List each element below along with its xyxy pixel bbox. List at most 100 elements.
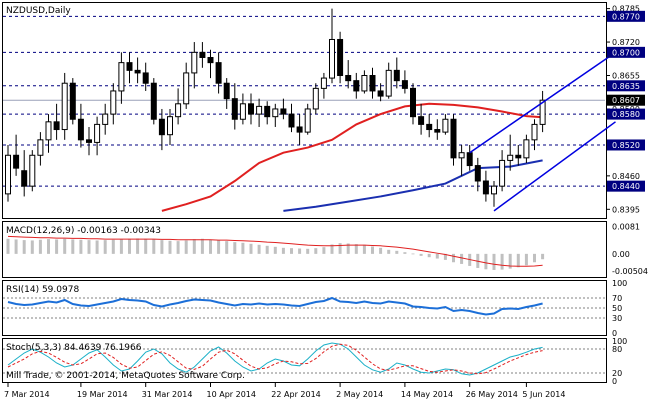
- macd-histogram-bar: [354, 244, 358, 254]
- bear-candle: [353, 80, 360, 92]
- bear-candle: [158, 118, 165, 136]
- level-label: 0.8440: [612, 182, 640, 191]
- stoch-tick-label: 100: [612, 337, 627, 346]
- x-tick-label: 14 May 2014: [401, 390, 453, 399]
- macd-histogram-bar: [403, 252, 407, 254]
- rsi-title: RSI(14) 59.0978: [6, 285, 79, 295]
- macd-tick-label: 0.00: [612, 250, 630, 259]
- macd-histogram-bar: [516, 253, 520, 268]
- bull-candle: [539, 99, 546, 125]
- bull-candle: [94, 123, 101, 143]
- macd-histogram-bar: [200, 238, 204, 254]
- bear-candle: [434, 129, 441, 133]
- macd-histogram-bar: [14, 239, 18, 254]
- bear-candle: [337, 38, 344, 77]
- macd-histogram-bar: [233, 242, 237, 254]
- macd-histogram-bar: [371, 246, 374, 254]
- price-tick-label: 0.8460: [612, 172, 640, 181]
- bear-candle: [207, 56, 214, 64]
- channel-trendline: [469, 51, 616, 154]
- bull-candle: [458, 152, 465, 159]
- macd-histogram-bar: [38, 239, 42, 254]
- bear-candle: [426, 123, 433, 131]
- main-title: NZDUSD,Daily: [6, 6, 71, 16]
- bear-candle: [142, 72, 149, 84]
- macd-histogram-bar: [95, 240, 99, 254]
- bull-candle: [29, 154, 36, 187]
- x-tick-label: 10 Apr 2014: [207, 390, 256, 399]
- level-label: 0.8580: [612, 110, 640, 119]
- macd-histogram-bar: [152, 239, 156, 254]
- bull-candle: [110, 90, 117, 115]
- price-tick-label: 0.8785: [612, 5, 640, 14]
- bear-candle: [21, 170, 28, 187]
- bear-candle: [401, 80, 408, 89]
- level-label-box: [607, 46, 645, 58]
- x-tick-label: 19 Mar 2014: [77, 390, 128, 399]
- bull-candle: [118, 62, 125, 92]
- macd-histogram-bar: [338, 243, 342, 254]
- bear-candle: [223, 82, 230, 100]
- bull-candle: [361, 75, 368, 92]
- rsi-tick-label: 70: [612, 294, 622, 303]
- macd-histogram-bar: [103, 240, 107, 254]
- bear-candle: [482, 180, 489, 195]
- macd-histogram-bar: [22, 240, 26, 254]
- macd-histogram-bar: [63, 238, 67, 254]
- bull-candle: [256, 105, 263, 115]
- macd-histogram-bar: [168, 240, 172, 254]
- rsi-tick-label: 0: [612, 329, 617, 338]
- macd-histogram-bar: [241, 242, 245, 254]
- macd-histogram-bar: [290, 248, 293, 254]
- bull-candle: [312, 87, 319, 110]
- bull-candle: [183, 72, 190, 105]
- macd-histogram-bar: [249, 243, 253, 254]
- macd-histogram-bar: [217, 240, 221, 254]
- macd-histogram-bar: [192, 239, 196, 254]
- rsi-tick-label: 30: [612, 314, 622, 323]
- bear-candle: [418, 116, 425, 125]
- bear-candle: [134, 69, 141, 74]
- macd-histogram-bar: [452, 253, 455, 263]
- bull-candle: [499, 159, 506, 187]
- level-label-box: [607, 180, 645, 192]
- macd-histogram-bar: [128, 238, 131, 254]
- macd-histogram-bar: [281, 247, 285, 254]
- bull-candle: [5, 154, 11, 195]
- stoch-tick-label: 0: [612, 377, 617, 386]
- macd-histogram-bar: [306, 248, 310, 254]
- macd-histogram-bar: [395, 250, 399, 254]
- macd-histogram-bar: [500, 253, 504, 270]
- macd-signal-line: [7, 235, 543, 267]
- rsi-line: [7, 296, 543, 316]
- rsi-pane-frame: [2, 280, 607, 336]
- x-tick-label: 26 May 2014: [466, 390, 518, 399]
- bull-candle: [272, 108, 279, 118]
- price-tick-label: 0.8395: [612, 205, 640, 214]
- macd-histogram-bar: [346, 243, 350, 254]
- bull-candle: [167, 116, 173, 136]
- bull-candle: [320, 77, 327, 89]
- bear-candle: [69, 82, 76, 120]
- bear-candle: [515, 154, 522, 159]
- macd-histogram-bar: [411, 253, 415, 255]
- bull-candle: [45, 121, 52, 141]
- bear-candle: [288, 113, 295, 128]
- macd-histogram-bar: [362, 244, 366, 254]
- macd-histogram-bar: [225, 241, 229, 254]
- bull-candle: [531, 123, 538, 141]
- macd-histogram-bar: [257, 244, 261, 254]
- macd-histogram-bar: [160, 240, 164, 254]
- macd-histogram-bar: [298, 248, 302, 254]
- level-label: 0.8770: [612, 12, 640, 21]
- macd-histogram-bar: [322, 247, 326, 254]
- macd-pane-frame: [2, 221, 607, 278]
- bear-candle: [280, 108, 287, 115]
- bear-candle: [450, 118, 457, 159]
- macd-histogram-bar: [71, 239, 75, 254]
- x-tick-label: 7 Mar 2014: [4, 390, 50, 399]
- bull-candle: [329, 38, 335, 79]
- macd-histogram-bar: [209, 239, 212, 254]
